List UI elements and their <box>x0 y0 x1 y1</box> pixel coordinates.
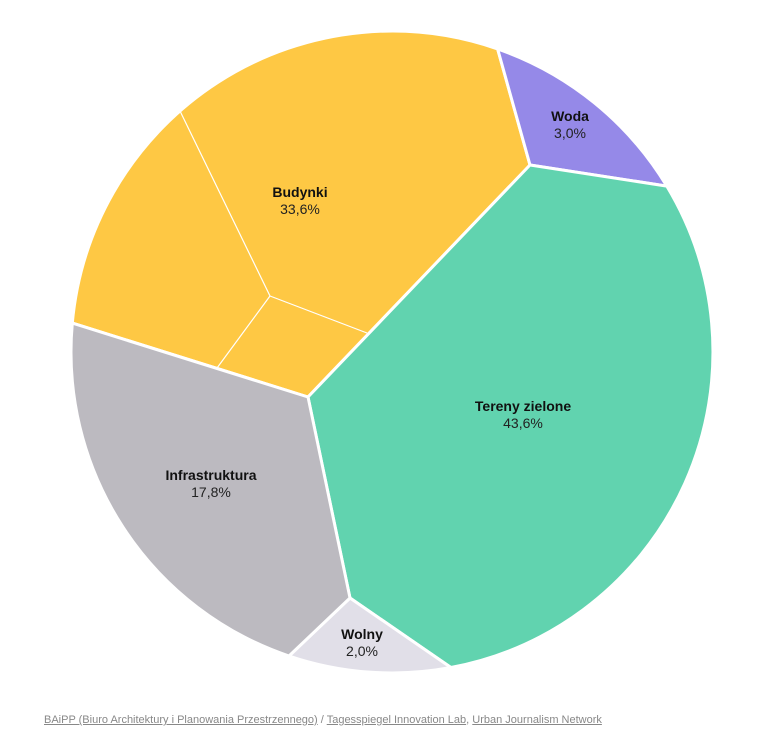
source-link-tagesspiegel[interactable]: Tagesspiegel Innovation Lab <box>326 714 467 726</box>
label-value-budynki: 33,6% <box>280 201 320 217</box>
budynki-subdivision-line <box>179 110 271 297</box>
label-name-infra: Infrastruktura <box>165 467 256 483</box>
label-name-budynki: Budynki <box>272 184 327 200</box>
budynki-subdivision-line <box>269 295 368 334</box>
label-name-tereny: Tereny zielone <box>475 398 571 414</box>
chart-cells <box>69 29 715 675</box>
source-link-baipp[interactable]: BAiPP (Biuro Architektury i Planowania P… <box>44 714 318 726</box>
source-credits: BAiPP (Biuro Architektury i Planowania P… <box>44 714 602 726</box>
source-link-urban-journalism[interactable]: Urban Journalism Network <box>472 714 602 726</box>
budynki-subdivision-line <box>216 295 271 369</box>
label-value-tereny: 43,6% <box>503 415 543 431</box>
budynki-subdivision-lines <box>70 30 714 674</box>
source-separator: / <box>317 714 327 726</box>
label-value-infra: 17,8% <box>191 484 231 500</box>
source-separator: , <box>466 714 473 726</box>
label-name-wolny: Wolny <box>341 626 383 642</box>
label-name-woda: Woda <box>551 108 589 124</box>
label-value-wolny: 2,0% <box>346 643 378 659</box>
chart-rim <box>70 30 714 674</box>
label-value-woda: 3,0% <box>554 125 586 141</box>
